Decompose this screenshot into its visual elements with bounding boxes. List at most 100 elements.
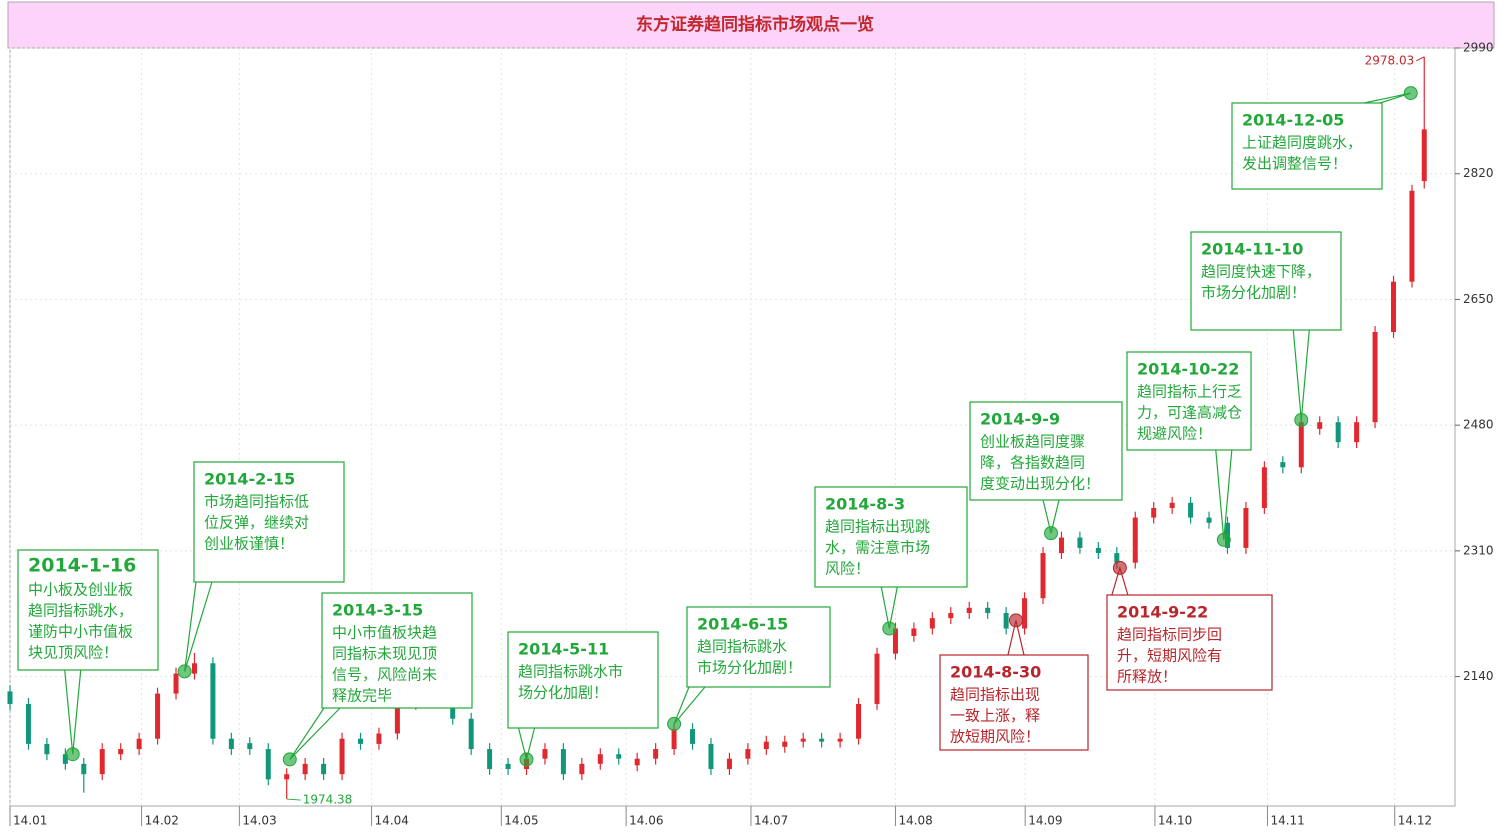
candle-body (265, 749, 271, 780)
x-tick-label: 14.01 (13, 814, 47, 828)
candle-body (1421, 129, 1427, 182)
candle-body (1151, 507, 1157, 518)
candle-body (302, 763, 308, 775)
callout-text: 发出调整信号！ (1242, 155, 1347, 173)
x-tick-label: 14.08 (898, 814, 932, 828)
candle-body (339, 738, 345, 775)
min-label: 1974.38 (303, 793, 353, 807)
callout-pointer (673, 686, 706, 725)
candle-body (210, 663, 216, 739)
callout-text: 趋同指标上行乏 (1137, 383, 1242, 401)
callout-date: 2014-6-15 (697, 615, 788, 634)
callout: 2014-11-10 趋同度快速下降， 市场分化加剧！ (1190, 231, 1342, 427)
candle-body (1206, 517, 1212, 523)
candle-body (560, 749, 566, 775)
callout-text: 市场分化加剧！ (697, 659, 802, 677)
x-tick-label: 14.09 (1028, 814, 1062, 828)
callout: 2014-12-05 上证趋同度跳水， 发出调整信号！ (1231, 86, 1418, 190)
y-tick-label: 2990 (1463, 41, 1494, 55)
candle-body (284, 774, 290, 780)
plot-frame (9, 47, 1456, 807)
candle-body (1003, 612, 1009, 629)
y-tick-label: 2820 (1463, 166, 1494, 180)
callout-text: 规避风险！ (1137, 425, 1212, 443)
x-tick-label: 14.02 (145, 814, 179, 828)
x-tick-label: 14.04 (375, 814, 409, 828)
candle-body (800, 738, 806, 742)
x-tick-label: 14.12 (1398, 814, 1432, 828)
candle-body (634, 758, 640, 766)
callout-text: 降，各指数趋同 (980, 454, 1085, 472)
callout-date: 2014-12-05 (1242, 111, 1344, 130)
chart-title: 东方证券趋同指标市场观点一览 (636, 14, 874, 35)
callout-text: 水，需注意市场 (825, 539, 930, 557)
candle-body (1317, 422, 1323, 429)
callout-text: 中小板及创业板 (28, 581, 133, 599)
callout-text: 趋同指标出现跳 (825, 518, 930, 536)
callout-text: 风险！ (825, 560, 870, 578)
callout-date: 2014-8-30 (950, 663, 1041, 682)
callout-box (1231, 102, 1383, 190)
callout-pointer (64, 669, 82, 755)
callout-text: 块见顶风险！ (28, 644, 118, 662)
callout-box (321, 592, 473, 709)
candle-body (874, 653, 880, 704)
callout-text: 信号，风险尚未 (332, 666, 437, 684)
annotation-marker (1216, 532, 1231, 547)
candle-body (690, 729, 696, 744)
candle-body (1114, 553, 1120, 563)
callout-box (1126, 351, 1252, 451)
candle-body (118, 749, 124, 755)
y-tick-label: 2480 (1463, 418, 1494, 432)
candle-body (155, 693, 161, 739)
callout-box (969, 401, 1123, 501)
candle-body (487, 749, 493, 770)
callout-text: 市场分化加剧！ (1201, 284, 1306, 302)
callout-text: 趋同指标跳水市 (518, 663, 623, 681)
candle-body (671, 729, 677, 750)
candle-body (1243, 507, 1249, 548)
callout-pointer (1363, 92, 1411, 104)
candle-body (911, 628, 917, 636)
candle-body (1335, 422, 1341, 443)
title-bar (7, 1, 1495, 49)
candle-body (597, 754, 603, 764)
candle-body (782, 741, 788, 747)
callout-date: 2014-10-22 (1137, 360, 1239, 379)
max-label: 2978.03 (1365, 53, 1415, 67)
candle-body (1409, 190, 1415, 282)
candle-body (136, 738, 142, 750)
candle-body (985, 607, 991, 613)
candle-body (819, 738, 825, 742)
callout-pointer (1292, 329, 1310, 421)
callout-text: 同指标未现见顶 (332, 645, 437, 663)
callout-text: 上证趋同度跳水， (1242, 134, 1362, 152)
callout-box (507, 631, 659, 729)
annotation-marker (519, 752, 534, 767)
annotation-marker (1403, 86, 1418, 101)
candle-body (1391, 281, 1397, 332)
candle-body (966, 607, 972, 613)
callout-text: 谨防中小市值板 (28, 623, 133, 641)
candle-body (1261, 467, 1267, 508)
candle-body (1298, 422, 1304, 468)
candle-body (1372, 331, 1378, 423)
candle-body (1022, 598, 1028, 629)
candle-body (856, 703, 862, 739)
callout-box (939, 654, 1089, 751)
candle-body (763, 741, 769, 750)
callout-pointer (184, 581, 213, 672)
callout-text: 趋同度快速下降， (1201, 263, 1321, 281)
annotation-marker (177, 664, 192, 679)
callout-text: 场分化加剧！ (518, 684, 608, 702)
candle-body (450, 698, 456, 719)
candle-body (173, 673, 179, 694)
candle-body (247, 743, 253, 750)
